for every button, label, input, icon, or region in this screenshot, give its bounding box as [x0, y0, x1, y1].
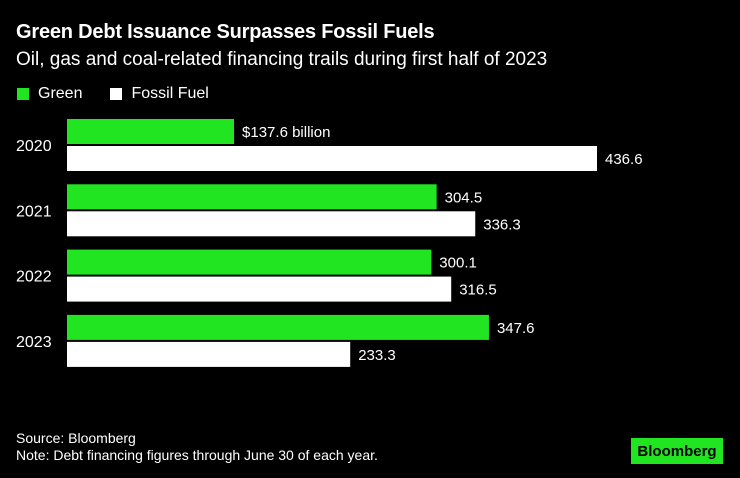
bar-fossil-2021 — [67, 211, 476, 237]
legend-label-fossil: Fossil Fuel — [131, 85, 209, 102]
bar-fossil-2020 — [67, 146, 597, 171]
legend-item-fossil: Fossil Fuel — [110, 85, 209, 103]
category-label-2021: 2021 — [16, 203, 52, 220]
data-label-green-2023: 347.6 — [497, 320, 535, 337]
bar-green-2022 — [67, 249, 432, 275]
data-label-green-2022: 300.1 — [439, 255, 477, 272]
bar-green-2023 — [67, 314, 489, 340]
data-label-fossil-2021: 336.3 — [483, 216, 521, 233]
bar-green-2021 — [67, 184, 437, 210]
chart-subtitle: Oil, gas and coal-related financing trai… — [16, 49, 548, 70]
legend-swatch-fossil — [110, 88, 123, 100]
category-label-2023: 2023 — [16, 334, 52, 351]
legend: Green Fossil Fuel — [17, 85, 209, 103]
footnote: Note: Debt financing figures through Jun… — [16, 447, 378, 463]
category-label-2020: 2020 — [16, 138, 52, 155]
data-label-green-2021: 304.5 — [445, 189, 483, 206]
bar-fossil-2022 — [67, 276, 452, 302]
legend-label-green: Green — [38, 85, 83, 102]
data-label-fossil-2022: 316.5 — [459, 282, 497, 299]
legend-item-green: Green — [17, 85, 82, 103]
category-label-2022: 2022 — [16, 269, 52, 286]
data-label-fossil-2023: 233.3 — [358, 347, 396, 364]
source-note: Source: Bloomberg — [16, 430, 136, 446]
bar-fossil-2023 — [67, 341, 351, 367]
chart-title: Green Debt Issuance Surpasses Fossil Fue… — [16, 21, 435, 43]
data-label-green-2020: $137.6 billion — [242, 124, 330, 141]
data-label-fossil-2020: 436.6 — [605, 151, 643, 168]
legend-swatch-green — [17, 88, 29, 100]
bar-green-2020 — [67, 119, 235, 144]
bloomberg-logo: Bloomberg — [631, 438, 723, 464]
